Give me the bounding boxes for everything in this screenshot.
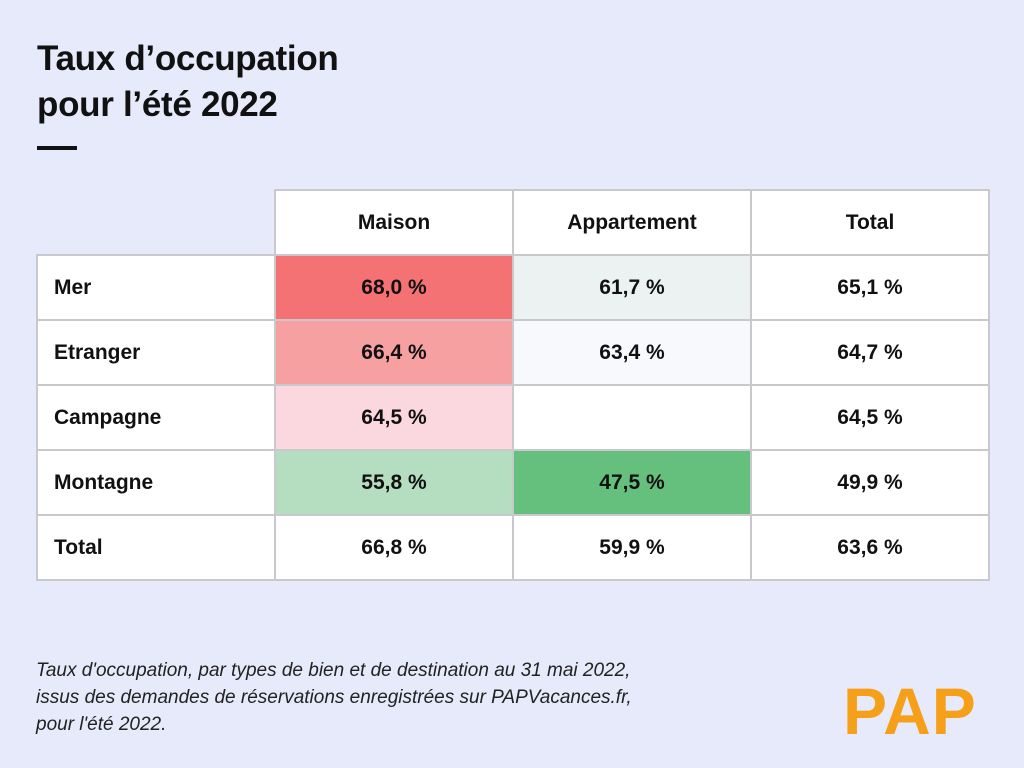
row-label: Mer	[36, 254, 276, 321]
title-line-2: pour l’été 2022	[37, 85, 278, 124]
row-label: Etranger	[36, 319, 276, 386]
row-label: Total	[36, 514, 276, 581]
cell-mer-appartement: 61,7 %	[512, 254, 752, 321]
title-underline-dash	[37, 146, 77, 150]
cell-montagne-total: 49,9 %	[750, 449, 990, 516]
column-header-maison: Maison	[274, 189, 514, 256]
cell-etranger-maison: 66,4 %	[274, 319, 514, 386]
page-title: Taux d’occupation pour l’été 2022	[37, 36, 339, 128]
footnote-line-1: Taux d'occupation, par types de bien et …	[36, 660, 631, 681]
cell-montagne-maison: 55,8 %	[274, 449, 514, 516]
cell-mer-total: 65,1 %	[750, 254, 990, 321]
table-row-campagne: Campagne 64,5 % 64,5 %	[36, 384, 990, 451]
occupancy-table: Maison Appartement Total Mer 68,0 % 61,7…	[36, 189, 990, 581]
cell-etranger-appartement: 63,4 %	[512, 319, 752, 386]
cell-campagne-total: 64,5 %	[750, 384, 990, 451]
title-line-1: Taux d’occupation	[37, 39, 339, 78]
header-row: Maison Appartement Total	[37, 189, 990, 256]
pap-logo: PAP	[843, 674, 977, 748]
cell-montagne-appartement: 47,5 %	[512, 449, 752, 516]
table-row-etranger: Etranger 66,4 % 63,4 % 64,7 %	[36, 319, 990, 386]
footnote: Taux d'occupation, par types de bien et …	[36, 657, 632, 738]
table-row-mer: Mer 68,0 % 61,7 % 65,1 %	[36, 254, 990, 321]
cell-campagne-maison: 64,5 %	[274, 384, 514, 451]
table-row-total: Total 66,8 % 59,9 % 63,6 %	[36, 514, 990, 581]
cell-mer-maison: 68,0 %	[274, 254, 514, 321]
table-row-montagne: Montagne 55,8 % 47,5 % 49,9 %	[36, 449, 990, 516]
corner-cell	[37, 190, 276, 256]
row-label: Montagne	[36, 449, 276, 516]
cell-total-appartement: 59,9 %	[512, 514, 752, 581]
cell-total-total: 63,6 %	[750, 514, 990, 581]
footnote-line-3: pour l'été 2022.	[36, 714, 167, 735]
cell-campagne-appartement	[512, 384, 752, 451]
footnote-line-2: issus des demandes de réservations enreg…	[36, 687, 632, 708]
row-label: Campagne	[36, 384, 276, 451]
cell-total-maison: 66,8 %	[274, 514, 514, 581]
column-header-appartement: Appartement	[512, 189, 752, 256]
cell-etranger-total: 64,7 %	[750, 319, 990, 386]
column-header-total: Total	[750, 189, 990, 256]
